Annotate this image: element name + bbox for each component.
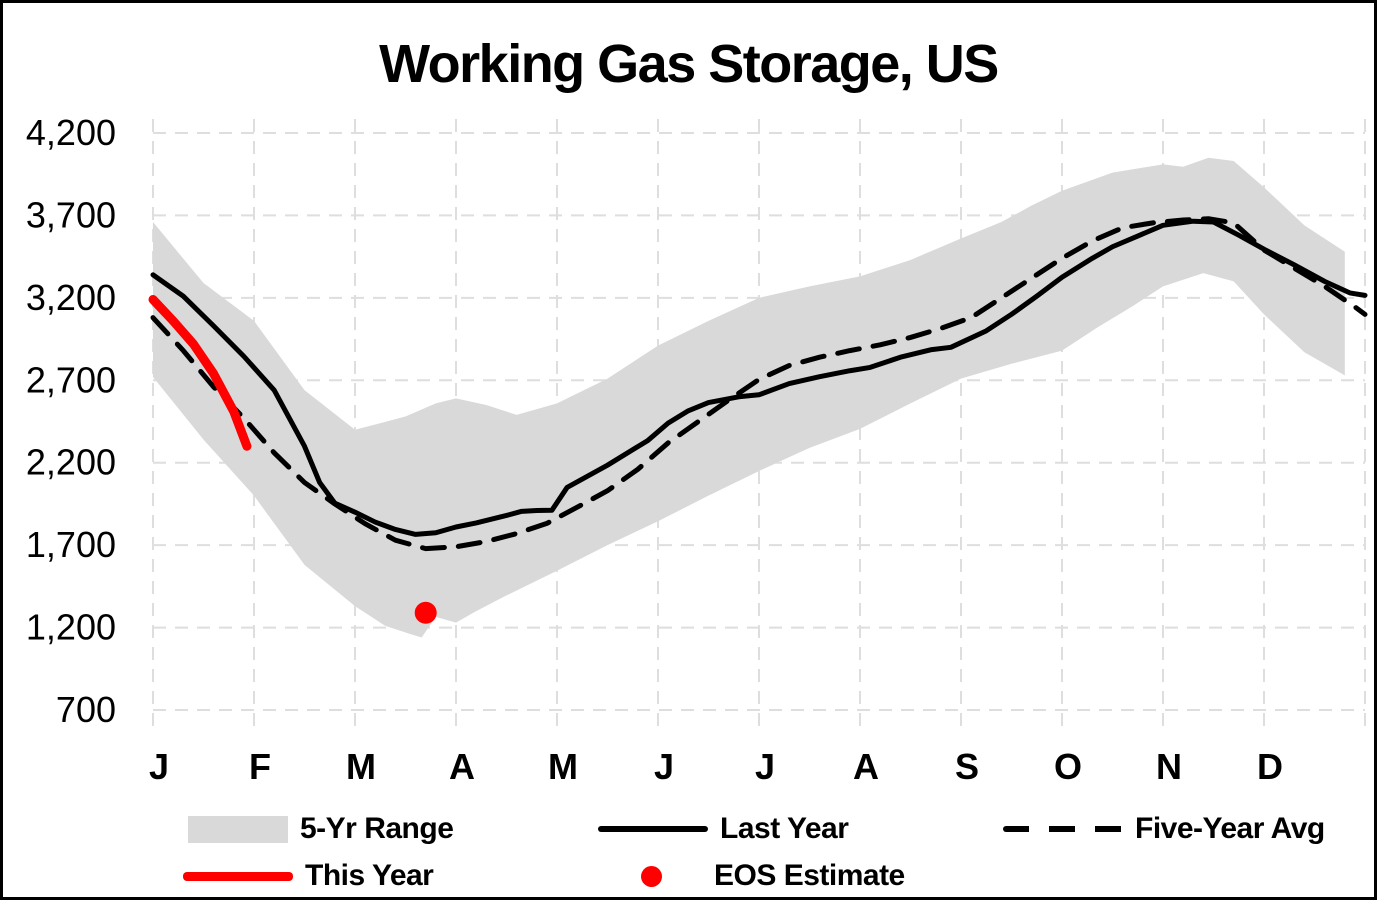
legend-label: 5-Yr Range: [300, 812, 454, 845]
x-tick-label: M: [548, 746, 578, 787]
x-tick-label: A: [449, 746, 475, 787]
y-tick-label: 3,700: [26, 194, 116, 235]
legend-item-5yr-range: 5-Yr Range: [188, 809, 454, 849]
x-tick-label: D: [1257, 746, 1283, 787]
five-year-avg-line: [150, 216, 1368, 552]
plot-area: 700 1,200 1,700 2,200 2,700 3,200 3,700 4,200 J F…: [26, 112, 1368, 787]
y-tick-label: 1,200: [26, 607, 116, 648]
x-tick-label: J: [149, 746, 169, 787]
legend-item-last-year: Last Year: [598, 809, 849, 849]
y-tick-label: 2,700: [26, 359, 116, 400]
eos-estimate-dot-swatch: [641, 865, 662, 887]
x-tick-label: N: [1156, 746, 1182, 787]
last-year-line: [150, 218, 1368, 537]
x-tick-label: M: [346, 746, 376, 787]
x-tick-label: F: [249, 746, 271, 787]
legend-label: EOS Estimate: [714, 859, 905, 892]
legend-item-eos-estimate: EOS Estimate: [641, 856, 905, 896]
this-year-line-swatch: [183, 871, 293, 881]
legend-row-1: 5-Yr Range Last Year Five-Year Avg: [3, 809, 1374, 849]
x-tick-label: A: [853, 746, 879, 787]
legend-label: Last Year: [720, 812, 849, 845]
y-tick-label: 2,200: [26, 442, 116, 483]
legend-label: This Year: [305, 859, 434, 892]
x-tick-label: J: [654, 746, 674, 787]
last-year-line-swatch: [598, 826, 708, 832]
five-year-avg-dashed-swatch: [1003, 826, 1125, 832]
y-tick-label: 1,700: [26, 524, 116, 565]
legend-row-2: This Year EOS Estimate: [3, 856, 1374, 896]
legend-label: Five-Year Avg: [1135, 812, 1325, 845]
legend-item-this-year: This Year: [183, 856, 434, 896]
this-year-line: [148, 295, 252, 451]
y-tick-label: 4,200: [26, 112, 116, 153]
chart-title: Working Gas Storage, US: [379, 34, 999, 94]
y-tick-label: 3,200: [26, 277, 116, 318]
y-tick-label: 700: [56, 689, 116, 730]
legend-item-five-year-avg: Five-Year Avg: [1003, 809, 1325, 849]
x-tick-label: J: [755, 746, 775, 787]
x-tick-label: S: [955, 746, 979, 787]
five-year-range-swatch: [188, 815, 288, 843]
eos-estimate-dot: [414, 601, 437, 624]
x-tick-label: O: [1054, 746, 1082, 787]
